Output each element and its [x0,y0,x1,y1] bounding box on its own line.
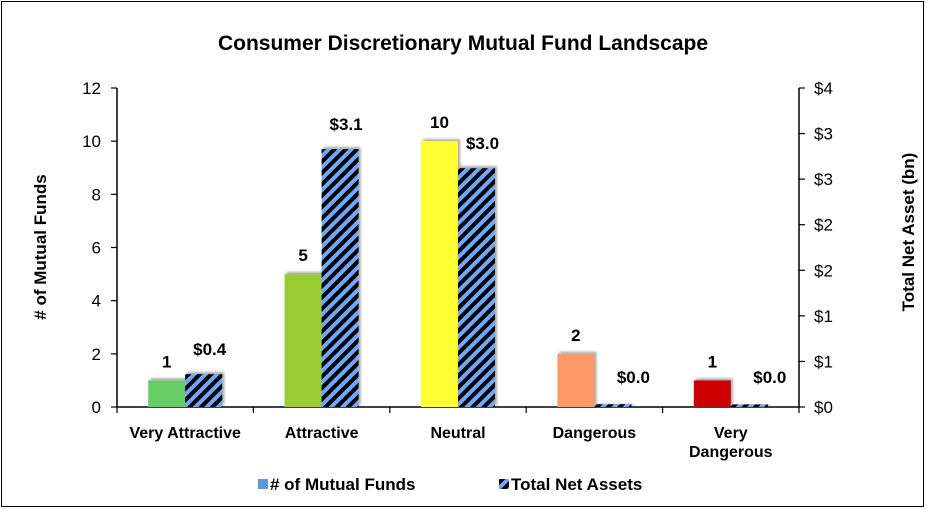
legend-swatch-mutual-funds [258,479,268,489]
y2-tick-label: $3 [814,125,833,144]
data-label-net-assets: $0.0 [753,368,786,387]
data-label-net-assets: $0.4 [193,340,227,359]
y-tick-label: 12 [82,79,101,98]
y2-tick-label: $2 [814,261,833,280]
bar-mutual-funds [693,380,731,407]
chart-title: Consumer Discretionary Mutual Fund Lands… [218,32,708,55]
y2-axis-label: Total Net Asset (bn) [899,153,918,312]
data-label-mutual-funds: 1 [162,352,171,371]
x-tick-label: Dangerous [689,444,773,461]
x-tick-label: Neutral [430,425,485,442]
data-label-net-assets: $3.0 [466,134,499,153]
bar-mutual-funds [557,353,595,407]
data-label-net-assets: $3.1 [330,115,363,134]
y2-tick-label: $3 [814,170,833,189]
y-tick-label: 0 [92,398,101,417]
x-tick-label: Dangerous [553,425,637,442]
legend: # of Mutual Funds Total Net Assets [258,475,642,494]
data-label-mutual-funds: 1 [708,352,717,371]
bar-mutual-funds [421,141,458,407]
data-label-mutual-funds: 5 [298,246,307,265]
y2-tick-label: $4 [814,79,833,98]
y-tick-label: 6 [92,239,101,258]
bar-net-assets [594,404,632,407]
y-tick-label: 8 [92,185,101,204]
legend-swatch-net-assets [499,479,509,489]
bar-net-assets [730,404,768,407]
x-tick-label: Very Attractive [129,425,241,442]
bar-net-assets [321,149,359,407]
y2-tick-label: $1 [814,352,833,371]
data-label-mutual-funds: 10 [430,113,449,132]
x-tick-label: Attractive [285,425,359,442]
y2-tick-label: $2 [814,216,833,235]
legend-label-net-assets: Total Net Assets [511,475,642,494]
bar-net-assets [458,168,495,407]
y-tick-label: 4 [92,292,101,311]
y2-tick-label: $0 [814,398,833,417]
data-label-net-assets: $0.0 [617,368,650,387]
y-tick-label: 2 [92,345,101,364]
y-tick-label: 10 [82,132,101,151]
legend-label-mutual-funds: # of Mutual Funds [270,475,415,494]
y-axis-label: # of Mutual Funds [31,174,50,319]
y2-tick-label: $1 [814,307,833,326]
bar-net-assets [185,374,223,407]
x-tick-label: Very [714,425,748,442]
bar-mutual-funds [148,380,186,407]
bar-mutual-funds [284,274,322,407]
data-label-mutual-funds: 2 [571,326,580,345]
